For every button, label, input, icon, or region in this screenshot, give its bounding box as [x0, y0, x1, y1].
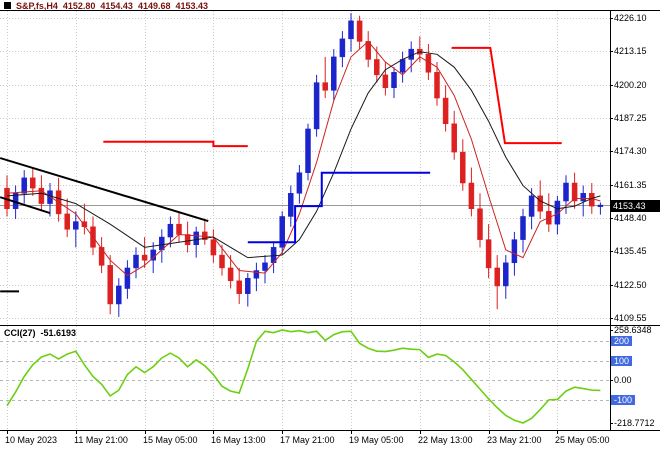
current-price-label: 4153.43 — [611, 199, 660, 212]
indicator-axis-label: 258.6348 — [614, 325, 652, 335]
ohlc-high: 4154.43 — [100, 0, 133, 11]
indicator-axis-label: 0.00 — [614, 375, 632, 385]
time-axis-label: 17 May 21:00 — [280, 435, 335, 445]
indicator-title: CCI(27) -51.6193 — [4, 328, 76, 338]
time-axis-label: 25 May 05:00 — [555, 435, 610, 445]
price-axis-label: 4135.45 — [614, 246, 647, 256]
price-axis-label: 4213.15 — [614, 46, 647, 56]
indicator-axis-label: -218.7712 — [614, 418, 655, 428]
price-axis-label: 4148.40 — [614, 213, 647, 223]
time-axis-label: 19 May 05:00 — [349, 435, 404, 445]
indicator-name-label: CCI(27) — [4, 328, 36, 338]
time-axis-label: 11 May 21:00 — [74, 435, 128, 445]
price-axis-label: 4226.10 — [614, 13, 647, 23]
chart-symbol-icon — [4, 2, 11, 9]
indicator-value-label: -51.6193 — [40, 328, 77, 338]
ohlc-close: 4153.43 — [175, 0, 209, 11]
time-axis-label: 16 May 13:00 — [211, 435, 266, 445]
time-axis-label: 10 May 2023 — [5, 435, 58, 445]
price-axis-label: 4109.55 — [614, 313, 647, 323]
indicator-level-label: 200 — [611, 336, 633, 346]
ohlc-open: 4152.80 — [62, 0, 96, 11]
time-axis-label: 23 May 21:00 — [487, 435, 542, 445]
indicator-level-label: -100 — [611, 395, 636, 405]
time-axis-label: 22 May 13:00 — [418, 435, 473, 445]
price-axis-label: 4187.25 — [614, 113, 647, 123]
ohlc-low: 4149.68 — [137, 0, 171, 11]
chart-title-bar: S&P,fs,H4 4152.80 4154.43 4149.68 4153.4… — [4, 0, 209, 11]
indicator-level-label: 100 — [611, 356, 633, 366]
symbol-period-label: S&P,fs,H4 — [16, 0, 58, 11]
price-axis-label: 4122.50 — [614, 280, 647, 290]
price-axis-label: 4161.35 — [614, 180, 647, 190]
time-axis-label: 15 May 05:00 — [143, 435, 198, 445]
price-axis-label: 4200.20 — [614, 80, 647, 90]
price-axis-label: 4174.30 — [614, 146, 647, 156]
